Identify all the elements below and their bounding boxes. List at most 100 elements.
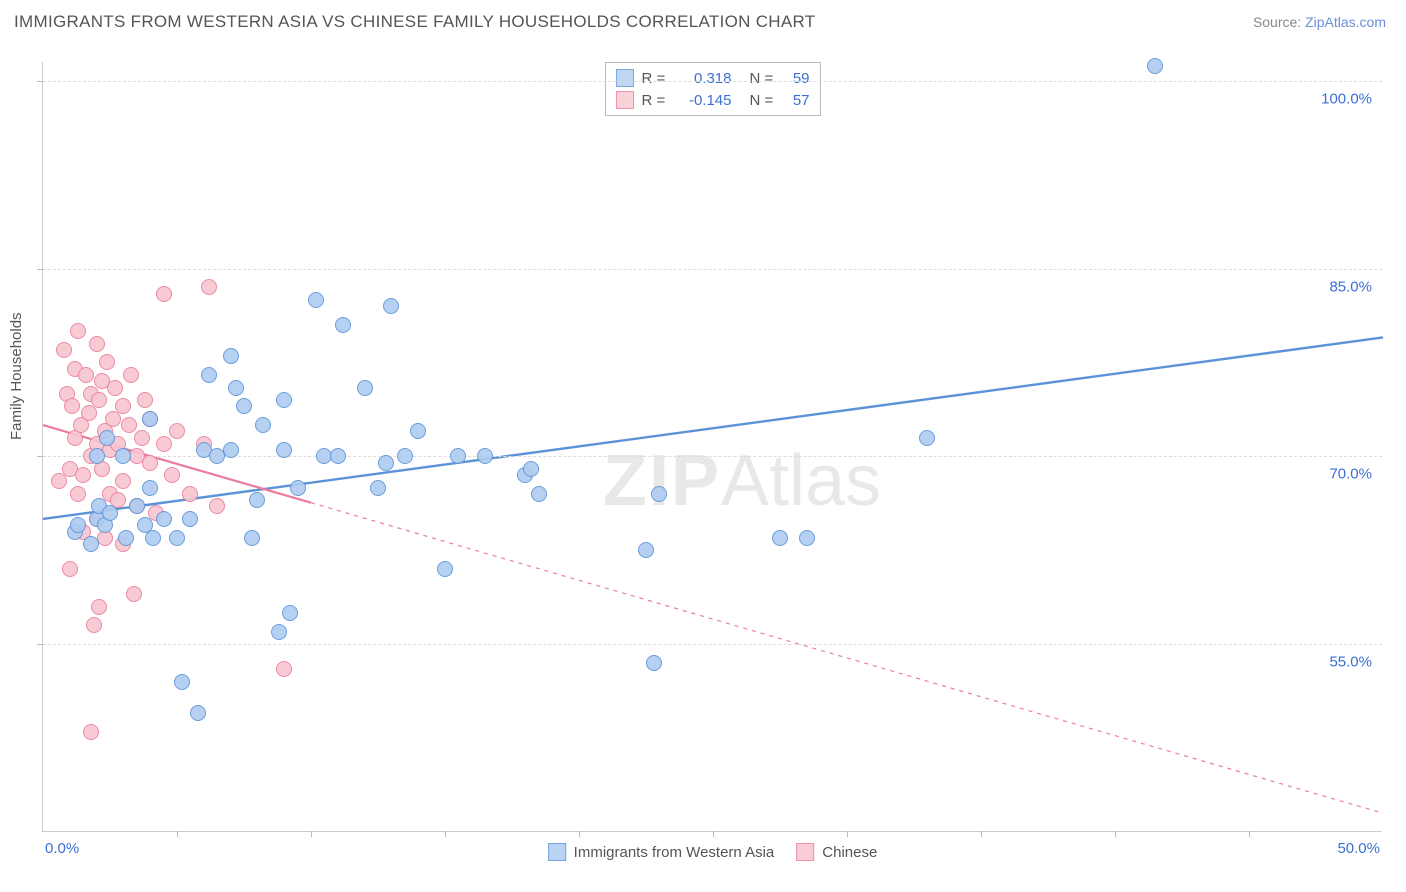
x-tick-mark bbox=[981, 831, 982, 837]
x-tick-mark bbox=[445, 831, 446, 837]
point-pink bbox=[115, 473, 131, 489]
point-blue bbox=[174, 674, 190, 690]
point-blue bbox=[276, 442, 292, 458]
x-tick-mark bbox=[1249, 831, 1250, 837]
scatter-plot: ZIPAtlas R =0.318N =59R =-0.145N =57 0.0… bbox=[42, 62, 1382, 832]
point-blue bbox=[156, 511, 172, 527]
y-tick-mark bbox=[37, 269, 43, 270]
point-pink bbox=[99, 354, 115, 370]
source-attribution: Source: ZipAtlas.com bbox=[1253, 14, 1386, 30]
point-pink bbox=[89, 336, 105, 352]
point-blue bbox=[276, 392, 292, 408]
x-tick-mark bbox=[1115, 831, 1116, 837]
chart-title: IMMIGRANTS FROM WESTERN ASIA VS CHINESE … bbox=[14, 12, 815, 32]
legend-swatch bbox=[616, 69, 634, 87]
point-blue bbox=[410, 423, 426, 439]
point-blue bbox=[99, 430, 115, 446]
point-blue bbox=[129, 498, 145, 514]
point-pink bbox=[81, 405, 97, 421]
point-pink bbox=[156, 436, 172, 452]
point-blue bbox=[799, 530, 815, 546]
point-blue bbox=[236, 398, 252, 414]
point-pink bbox=[209, 498, 225, 514]
source-link[interactable]: ZipAtlas.com bbox=[1305, 14, 1386, 30]
point-pink bbox=[182, 486, 198, 502]
legend-stat-row: R =-0.145N =57 bbox=[616, 89, 810, 111]
point-blue bbox=[223, 442, 239, 458]
point-pink bbox=[121, 417, 137, 433]
y-tick-mark bbox=[37, 644, 43, 645]
point-pink bbox=[134, 430, 150, 446]
point-pink bbox=[169, 423, 185, 439]
legend-item: Immigrants from Western Asia bbox=[548, 843, 775, 861]
point-blue bbox=[450, 448, 466, 464]
legend-stats: R =0.318N =59R =-0.145N =57 bbox=[605, 62, 821, 116]
y-axis-label: Family Households bbox=[8, 312, 25, 440]
point-blue bbox=[102, 505, 118, 521]
gridline bbox=[43, 269, 1382, 270]
legend-series: Immigrants from Western Asia Chinese bbox=[548, 843, 878, 861]
point-blue bbox=[397, 448, 413, 464]
x-tick-mark bbox=[177, 831, 178, 837]
point-blue bbox=[244, 530, 260, 546]
point-blue bbox=[182, 511, 198, 527]
point-pink bbox=[123, 367, 139, 383]
point-blue bbox=[145, 530, 161, 546]
point-blue bbox=[308, 292, 324, 308]
point-blue bbox=[271, 624, 287, 640]
point-blue bbox=[378, 455, 394, 471]
x-tick-max: 50.0% bbox=[1337, 840, 1380, 857]
point-blue bbox=[531, 486, 547, 502]
point-blue bbox=[357, 380, 373, 396]
point-blue bbox=[142, 480, 158, 496]
point-pink bbox=[107, 380, 123, 396]
point-blue bbox=[89, 448, 105, 464]
gridline bbox=[43, 456, 1382, 457]
point-pink bbox=[164, 467, 180, 483]
pink-regression-dashed bbox=[311, 503, 1383, 814]
x-tick-mark bbox=[713, 831, 714, 837]
r-label: R = bbox=[642, 92, 668, 109]
point-pink bbox=[70, 323, 86, 339]
point-blue bbox=[651, 486, 667, 502]
r-value: 0.318 bbox=[676, 70, 732, 87]
point-blue bbox=[70, 517, 86, 533]
legend-item: Chinese bbox=[796, 843, 877, 861]
y-tick-mark bbox=[37, 456, 43, 457]
x-tick-mark bbox=[311, 831, 312, 837]
x-tick-min: 0.0% bbox=[45, 840, 79, 857]
n-value: 59 bbox=[784, 70, 810, 87]
point-pink bbox=[56, 342, 72, 358]
r-value: -0.145 bbox=[676, 92, 732, 109]
point-pink bbox=[105, 411, 121, 427]
point-blue bbox=[370, 480, 386, 496]
y-tick-mark bbox=[37, 81, 43, 82]
point-blue bbox=[638, 542, 654, 558]
point-blue bbox=[118, 530, 134, 546]
point-blue bbox=[919, 430, 935, 446]
point-blue bbox=[290, 480, 306, 496]
point-pink bbox=[276, 661, 292, 677]
point-blue bbox=[772, 530, 788, 546]
gridline bbox=[43, 644, 1382, 645]
point-blue bbox=[330, 448, 346, 464]
legend-swatch bbox=[548, 843, 566, 861]
point-blue bbox=[169, 530, 185, 546]
point-blue bbox=[255, 417, 271, 433]
legend-swatch bbox=[616, 91, 634, 109]
point-blue bbox=[477, 448, 493, 464]
watermark: ZIPAtlas bbox=[603, 440, 881, 522]
point-blue bbox=[523, 461, 539, 477]
point-blue bbox=[282, 605, 298, 621]
legend-label: Chinese bbox=[822, 844, 877, 861]
point-blue bbox=[201, 367, 217, 383]
r-label: R = bbox=[642, 70, 668, 87]
x-tick-mark bbox=[579, 831, 580, 837]
point-pink bbox=[86, 617, 102, 633]
point-blue bbox=[249, 492, 265, 508]
legend-label: Immigrants from Western Asia bbox=[574, 844, 775, 861]
point-pink bbox=[137, 392, 153, 408]
n-label: N = bbox=[750, 92, 776, 109]
point-blue bbox=[223, 348, 239, 364]
legend-swatch bbox=[796, 843, 814, 861]
